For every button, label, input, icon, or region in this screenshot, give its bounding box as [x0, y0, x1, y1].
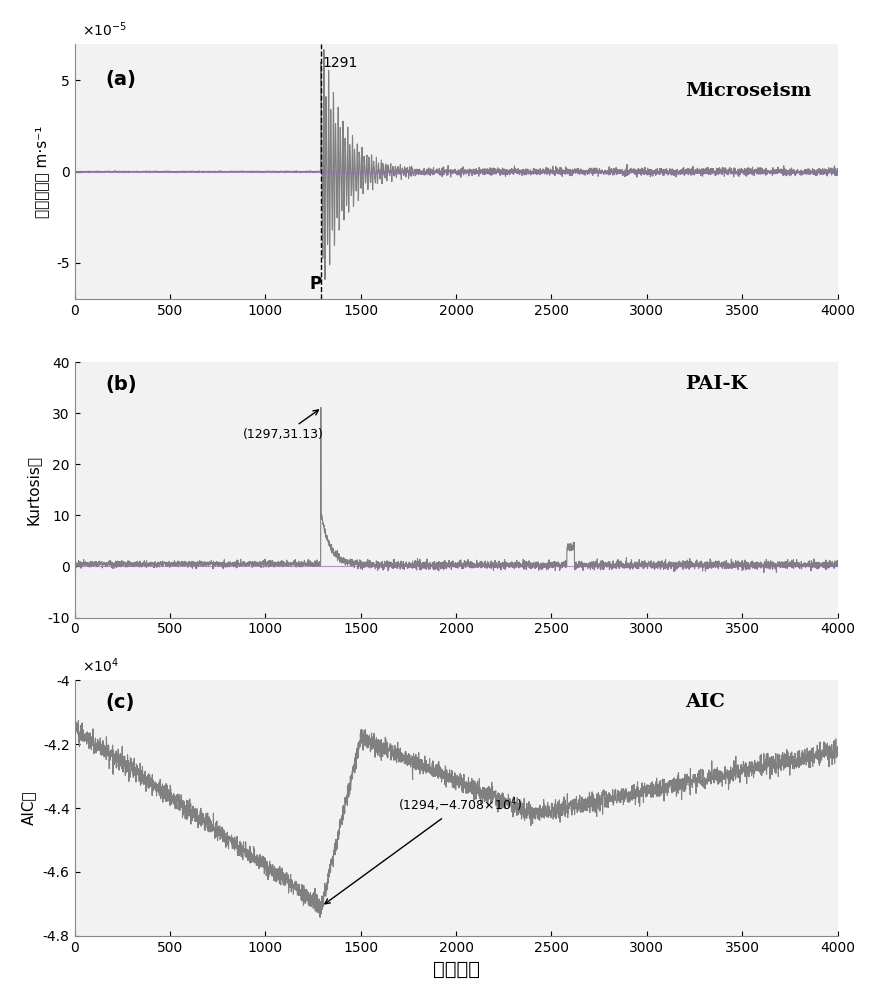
Text: (c): (c)	[105, 693, 134, 712]
Y-axis label: 速度振幅／ m·s⁻¹: 速度振幅／ m·s⁻¹	[34, 125, 49, 218]
Text: Microseism: Microseism	[685, 82, 811, 100]
Text: P: P	[309, 275, 321, 293]
Text: $\times 10^{4}$: $\times 10^{4}$	[82, 657, 119, 675]
Y-axis label: Kurtosis值: Kurtosis值	[25, 455, 40, 525]
Text: AIC: AIC	[685, 693, 725, 711]
Text: 1291: 1291	[322, 56, 358, 70]
Text: (b): (b)	[105, 375, 137, 394]
Text: $\times 10^{-5}$: $\times 10^{-5}$	[82, 20, 127, 39]
Text: (1294,$-$4.708$\times$10$^4$): (1294,$-$4.708$\times$10$^4$)	[325, 797, 521, 904]
Text: PAI-K: PAI-K	[685, 375, 747, 393]
Text: (1297,31.13): (1297,31.13)	[244, 410, 324, 441]
Text: (a): (a)	[105, 70, 136, 89]
X-axis label: 采样点数: 采样点数	[433, 960, 479, 979]
Y-axis label: AIC值: AIC值	[21, 791, 36, 825]
